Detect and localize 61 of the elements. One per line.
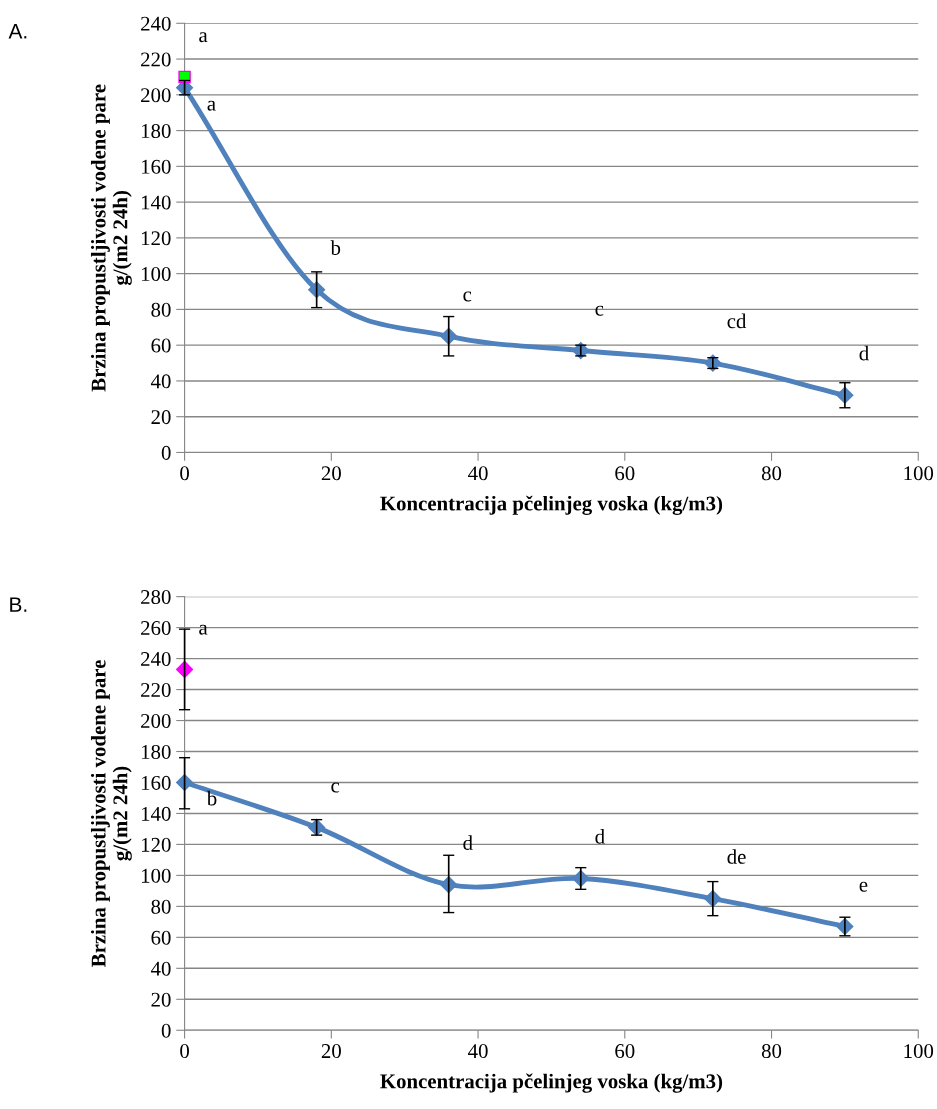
x-tick-label: 100 bbox=[904, 466, 934, 481]
annotation: a bbox=[199, 32, 208, 43]
y-tick-label: 80 bbox=[151, 302, 171, 317]
y-tick-label: 140 bbox=[141, 806, 171, 821]
y-tick-label: 240 bbox=[141, 651, 171, 667]
x-tick-label: 0 bbox=[180, 466, 189, 481]
annotation: b bbox=[330, 240, 341, 255]
y-tick-label: 20 bbox=[151, 992, 171, 1007]
y-tick-label: 160 bbox=[141, 775, 171, 790]
x-tick-label: 80 bbox=[761, 1044, 782, 1059]
text: A. bbox=[8, 24, 27, 39]
point bbox=[178, 70, 191, 84]
x-tick-label: 40 bbox=[468, 1044, 488, 1059]
y-tick-label: 260 bbox=[141, 620, 171, 636]
annotation: e bbox=[859, 881, 868, 892]
y-tick-label: 160 bbox=[141, 159, 171, 174]
y-tick-label: 220 bbox=[141, 52, 171, 67]
y-tick-label: 200 bbox=[141, 713, 171, 728]
y-tick-label: 80 bbox=[151, 899, 171, 914]
annotation: a bbox=[199, 624, 208, 635]
x-tick-label: 80 bbox=[761, 466, 782, 481]
annotation: a bbox=[207, 100, 216, 111]
y-tick-label: 60 bbox=[151, 338, 171, 353]
annotation: c bbox=[331, 782, 340, 793]
y-tick-label: 40 bbox=[150, 961, 171, 976]
y-tick-label: 60 bbox=[151, 930, 171, 945]
y-tick-label: 240 bbox=[141, 16, 171, 31]
y-axis-title: Brzina propustljivosti vodene pare g/(m2 24h) bbox=[90, 660, 132, 967]
y-tick-label: 140 bbox=[141, 195, 171, 210]
y-tick-label: 40 bbox=[150, 374, 171, 389]
annotation: cd bbox=[727, 313, 747, 329]
y-tick-label: 180 bbox=[141, 744, 171, 759]
x-axis-title: Koncentracija pčelinjeg voska (kg/m3) bbox=[380, 1073, 723, 1093]
x-tick-label: 0 bbox=[180, 1044, 189, 1059]
y-tick-label: 20 bbox=[151, 410, 171, 425]
y-tick-label: 100 bbox=[141, 868, 171, 883]
text: B. bbox=[10, 597, 27, 612]
y-tick-label: 100 bbox=[141, 267, 171, 282]
annotation: c bbox=[595, 305, 604, 316]
y-tick-label: 220 bbox=[141, 682, 171, 697]
y-tick-label: 0 bbox=[161, 445, 171, 460]
x-tick-label: 100 bbox=[904, 1044, 934, 1059]
annotation: d bbox=[859, 345, 869, 361]
annotation: d bbox=[595, 829, 605, 844]
x-tick-label: 20 bbox=[321, 466, 341, 481]
annotation: d bbox=[463, 835, 473, 850]
x-axis-title: Koncentracija pčelinjeg voska (kg/m3) bbox=[380, 495, 723, 515]
x-tick-label: 20 bbox=[321, 1044, 341, 1059]
y-tick-label: 120 bbox=[141, 837, 171, 852]
y-tick-label: 120 bbox=[141, 231, 171, 246]
annotation: b bbox=[206, 790, 217, 806]
x-tick-label: 60 bbox=[615, 1044, 635, 1059]
y-tick-label: 200 bbox=[141, 88, 171, 103]
y-tick-label: 180 bbox=[141, 123, 171, 139]
x-tick-label: 40 bbox=[468, 466, 488, 481]
annotation: c bbox=[463, 291, 472, 302]
y-tick-label: 280 bbox=[141, 590, 171, 605]
annotation: de bbox=[727, 849, 746, 864]
x-tick-label: 60 bbox=[615, 466, 635, 481]
y-tick-label: 0 bbox=[161, 1023, 171, 1038]
y-axis-title: Brzina propustljivosti vodene pare g/(m2 24h) bbox=[90, 84, 132, 392]
